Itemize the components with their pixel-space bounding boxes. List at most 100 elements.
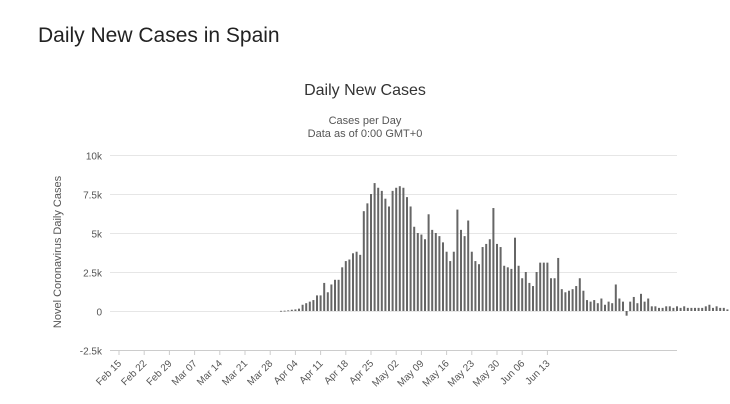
- bar[interactable]: [474, 261, 477, 311]
- bar[interactable]: [366, 203, 369, 311]
- bar[interactable]: [683, 306, 686, 311]
- bar[interactable]: [650, 306, 653, 311]
- bar[interactable]: [438, 236, 441, 311]
- bar[interactable]: [341, 267, 344, 311]
- bar[interactable]: [672, 307, 675, 311]
- bar[interactable]: [614, 284, 617, 311]
- bar[interactable]: [355, 251, 358, 311]
- bar[interactable]: [578, 278, 581, 311]
- bar[interactable]: [510, 268, 513, 311]
- bar[interactable]: [712, 307, 714, 311]
- bar[interactable]: [503, 265, 506, 311]
- bar[interactable]: [593, 300, 596, 311]
- bar[interactable]: [290, 309, 293, 311]
- bar[interactable]: [492, 208, 495, 311]
- bar[interactable]: [571, 289, 574, 311]
- bar[interactable]: [305, 303, 308, 311]
- bar[interactable]: [280, 310, 282, 312]
- bar[interactable]: [719, 307, 722, 311]
- bar[interactable]: [434, 233, 437, 311]
- bar[interactable]: [398, 186, 401, 311]
- bar[interactable]: [416, 233, 419, 311]
- bar[interactable]: [413, 226, 416, 311]
- bar[interactable]: [301, 304, 304, 311]
- bar[interactable]: [298, 308, 300, 311]
- bar[interactable]: [629, 301, 632, 311]
- bar[interactable]: [452, 251, 455, 311]
- bar[interactable]: [499, 247, 502, 311]
- bar[interactable]: [704, 306, 707, 311]
- bar[interactable]: [539, 262, 542, 311]
- bar[interactable]: [679, 307, 682, 311]
- bar[interactable]: [521, 278, 524, 311]
- bar[interactable]: [690, 307, 693, 311]
- bar[interactable]: [362, 211, 365, 311]
- bar[interactable]: [557, 257, 560, 311]
- bar[interactable]: [352, 253, 354, 311]
- bar[interactable]: [344, 261, 347, 311]
- bar[interactable]: [676, 306, 678, 311]
- bar[interactable]: [485, 243, 488, 311]
- bar[interactable]: [287, 310, 290, 312]
- bar[interactable]: [377, 187, 380, 311]
- bar[interactable]: [686, 307, 689, 311]
- bar[interactable]: [445, 251, 448, 311]
- bar[interactable]: [550, 278, 552, 311]
- bar[interactable]: [640, 293, 642, 311]
- bar[interactable]: [636, 303, 639, 311]
- bar[interactable]: [575, 286, 578, 311]
- bar[interactable]: [722, 307, 725, 311]
- bar[interactable]: [661, 307, 664, 311]
- bar[interactable]: [582, 290, 585, 311]
- bar[interactable]: [319, 295, 322, 311]
- bar[interactable]: [409, 206, 412, 311]
- bar[interactable]: [316, 295, 318, 311]
- bar[interactable]: [589, 301, 592, 311]
- bar[interactable]: [496, 243, 498, 311]
- bar[interactable]: [611, 303, 614, 311]
- bar[interactable]: [463, 236, 466, 311]
- bar[interactable]: [514, 237, 516, 311]
- bar[interactable]: [524, 272, 527, 311]
- bar[interactable]: [424, 239, 426, 311]
- bar[interactable]: [586, 300, 588, 311]
- bar[interactable]: [506, 267, 509, 311]
- bar[interactable]: [427, 214, 430, 311]
- bar[interactable]: [388, 206, 390, 311]
- bar[interactable]: [600, 298, 603, 311]
- bar[interactable]: [442, 242, 444, 311]
- bar[interactable]: [373, 183, 376, 311]
- bar[interactable]: [618, 298, 621, 311]
- bar[interactable]: [517, 265, 520, 311]
- bar[interactable]: [420, 234, 423, 311]
- bar[interactable]: [665, 306, 668, 311]
- bar[interactable]: [654, 306, 657, 311]
- bar[interactable]: [326, 292, 329, 311]
- bar[interactable]: [323, 282, 326, 311]
- bar[interactable]: [470, 251, 473, 311]
- bar[interactable]: [596, 303, 599, 311]
- bar[interactable]: [726, 309, 729, 311]
- bar[interactable]: [658, 307, 660, 311]
- bar[interactable]: [697, 307, 700, 311]
- bar[interactable]: [568, 290, 570, 311]
- bar[interactable]: [708, 304, 711, 311]
- bar[interactable]: [632, 296, 635, 311]
- bar[interactable]: [701, 307, 704, 311]
- bar[interactable]: [488, 239, 491, 311]
- bar[interactable]: [431, 229, 434, 311]
- bar[interactable]: [647, 298, 650, 311]
- bar[interactable]: [622, 301, 624, 311]
- bar[interactable]: [643, 301, 646, 311]
- bar[interactable]: [535, 272, 538, 311]
- bar[interactable]: [312, 300, 315, 311]
- bar[interactable]: [330, 284, 333, 311]
- bar[interactable]: [481, 247, 484, 311]
- bar[interactable]: [528, 282, 531, 311]
- bar[interactable]: [694, 307, 696, 311]
- bar[interactable]: [359, 254, 362, 311]
- bar[interactable]: [334, 279, 336, 311]
- bar[interactable]: [391, 190, 394, 311]
- bar[interactable]: [564, 292, 567, 311]
- bar[interactable]: [337, 279, 340, 311]
